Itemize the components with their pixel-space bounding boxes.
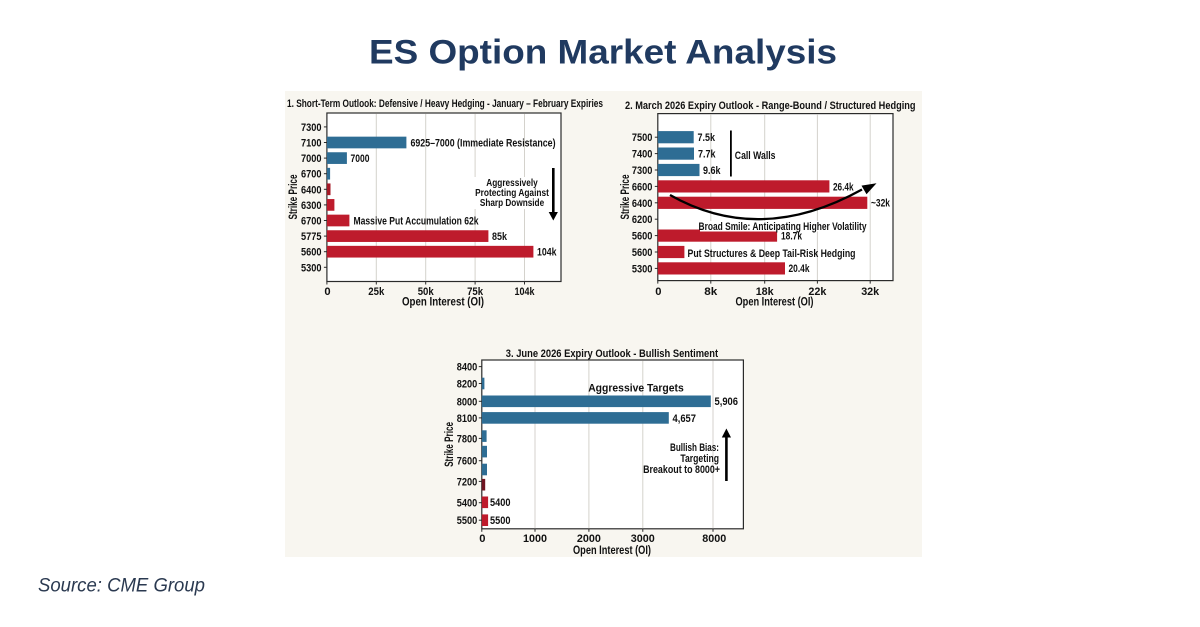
svg-text:25k: 25k: [368, 286, 385, 298]
svg-text:5300: 5300: [301, 262, 322, 274]
svg-text:3. June 2026 Expiry Outlook -: 3. June 2026 Expiry Outlook - Bullish Se…: [506, 348, 718, 360]
svg-text:0: 0: [479, 533, 485, 545]
svg-text:4,657: 4,657: [673, 413, 697, 425]
svg-text:1000: 1000: [523, 533, 547, 545]
svg-text:7000: 7000: [301, 153, 322, 165]
svg-text:7300: 7300: [632, 165, 653, 177]
svg-text:6700: 6700: [301, 169, 322, 181]
svg-text:Open Interest (OI): Open Interest (OI): [573, 545, 651, 557]
svg-text:8200: 8200: [457, 379, 478, 391]
svg-text:5600: 5600: [301, 247, 322, 259]
svg-text:7800: 7800: [457, 433, 478, 445]
svg-text:6925–7000 (Immediate Resistanc: 6925–7000 (Immediate Resistance): [411, 137, 556, 149]
svg-text:6600: 6600: [632, 181, 653, 193]
svg-text:ES Option Market Analysis: ES Option Market Analysis: [369, 34, 837, 72]
svg-text:Call Walls: Call Walls: [735, 150, 776, 162]
svg-text:Breakout to 8000+: Breakout to 8000+: [643, 464, 720, 476]
svg-text:8100: 8100: [457, 413, 478, 425]
svg-text:3000: 3000: [631, 533, 655, 545]
svg-text:6700: 6700: [301, 216, 322, 228]
svg-text:7400: 7400: [632, 149, 653, 161]
svg-text:Aggressively: Aggressively: [486, 178, 538, 189]
svg-text:22k: 22k: [808, 286, 827, 298]
svg-text:Put Structures & Deep Tail-Ris: Put Structures & Deep Tail-Risk Hedging: [688, 248, 856, 260]
svg-text:7200: 7200: [457, 476, 478, 488]
svg-text:Protecting Against: Protecting Against: [475, 188, 549, 199]
svg-text:7100: 7100: [301, 138, 322, 150]
svg-text:7600: 7600: [457, 456, 478, 468]
svg-text:20.4k: 20.4k: [789, 263, 811, 275]
svg-text:50k: 50k: [418, 286, 435, 298]
svg-text:8000: 8000: [457, 396, 478, 408]
svg-text:5500: 5500: [457, 515, 478, 527]
svg-text:7500: 7500: [632, 132, 653, 144]
svg-text:Targeting: Targeting: [680, 453, 719, 465]
svg-text:5300: 5300: [632, 263, 653, 275]
svg-text:5400: 5400: [490, 497, 511, 509]
svg-text:~32k: ~32k: [871, 198, 891, 210]
svg-text:1. Short-Term Outlook: Defensi: 1. Short-Term Outlook: Defensive / Heavy…: [287, 98, 603, 110]
svg-text:5400: 5400: [457, 498, 478, 510]
svg-text:Aggressive Targets: Aggressive Targets: [588, 383, 684, 395]
svg-text:Massive Put Accumulation 62k: Massive Put Accumulation 62k: [354, 215, 479, 227]
svg-text:7.7k: 7.7k: [698, 149, 716, 161]
svg-text:Strike Price: Strike Price: [288, 175, 300, 220]
svg-text:2000: 2000: [577, 533, 601, 545]
svg-text:Strike Price: Strike Price: [620, 175, 632, 220]
svg-text:26.4k: 26.4k: [833, 181, 854, 193]
svg-text:18k: 18k: [756, 286, 775, 298]
svg-text:Broad Smile: Anticipating High: Broad Smile: Anticipating Higher Volatil…: [699, 221, 867, 233]
svg-text:Source: CME Group: Source: CME Group: [38, 576, 205, 597]
svg-text:7.5k: 7.5k: [698, 132, 716, 144]
svg-text:Open Interest (OI): Open Interest (OI): [402, 297, 484, 309]
svg-text:6400: 6400: [632, 198, 653, 210]
svg-text:5600: 5600: [632, 247, 653, 259]
svg-text:2. March 2026 Expiry Outlook -: 2. March 2026 Expiry Outlook - Range-Bou…: [625, 100, 916, 112]
svg-text:9.6k: 9.6k: [703, 165, 721, 177]
svg-text:104k: 104k: [537, 247, 557, 259]
svg-text:5600: 5600: [632, 231, 653, 243]
svg-text:18.7k: 18.7k: [781, 231, 803, 243]
svg-text:75k: 75k: [467, 286, 484, 298]
svg-text:32k: 32k: [861, 286, 880, 298]
svg-text:Open Interest (OI): Open Interest (OI): [736, 297, 814, 309]
svg-text:0: 0: [655, 286, 661, 298]
svg-text:Sharp Downside: Sharp Downside: [480, 198, 545, 209]
svg-text:5775: 5775: [301, 231, 322, 243]
svg-text:6400: 6400: [301, 184, 322, 196]
svg-text:7000: 7000: [351, 153, 370, 165]
svg-text:6200: 6200: [632, 214, 653, 226]
svg-text:5500: 5500: [490, 515, 511, 527]
svg-text:7300: 7300: [301, 122, 322, 134]
svg-text:Strike Price: Strike Price: [444, 422, 456, 467]
svg-text:Bullish Bias:: Bullish Bias:: [670, 442, 719, 454]
svg-text:85k: 85k: [492, 231, 507, 243]
svg-text:0: 0: [324, 286, 330, 298]
svg-text:8000: 8000: [702, 533, 726, 545]
svg-text:8400: 8400: [457, 362, 478, 374]
svg-text:8k: 8k: [704, 286, 718, 298]
svg-text:104k: 104k: [515, 286, 536, 298]
svg-text:5,906: 5,906: [715, 396, 739, 408]
svg-text:6300: 6300: [301, 200, 322, 212]
